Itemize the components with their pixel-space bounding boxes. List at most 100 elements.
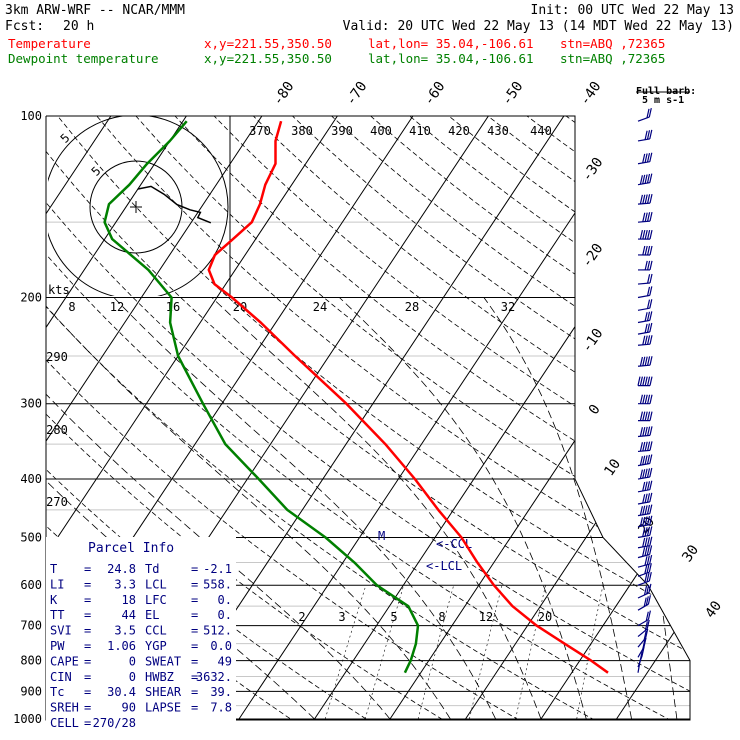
wind-barb-flag [646,504,651,515]
wind-barb-flag [639,517,643,527]
pressure-label: 300 [20,397,42,411]
wind-barb [637,229,653,240]
index-name: LCL [145,577,167,591]
wind-barb [637,571,652,586]
index-eq: = [84,593,91,607]
index-eq: = [84,685,91,699]
index-eq: = [191,685,198,699]
index-value: 558. [203,577,232,591]
wind-barb-flag [645,611,649,621]
temp-legend-stn: stn=ABQ ,72365 [560,36,665,51]
wind-barb-flag [642,229,646,240]
wind-barb-flag [644,229,648,240]
dewpoint-profile [103,120,420,674]
wind-barb [637,610,651,627]
index-value: 3.5 [114,624,136,638]
isotherm-label: -70 [343,79,371,109]
wind-barb-flag [643,585,648,596]
wind-barb-flag [642,516,646,527]
wind-barb [637,545,653,559]
pressure-label: 600 [20,578,42,592]
wind-barb-flag [648,583,652,594]
wind-barb-flag [644,323,648,334]
mixing-ratio-line [469,585,503,720]
dry-adiabat [174,116,690,720]
wind-barb-flag [646,454,651,465]
wind-barb-flag [649,454,653,464]
index-value: 0. [218,593,232,607]
theta-label: 290 [46,350,68,364]
pressure-label: 200 [20,291,42,305]
index-eq: = [191,654,198,668]
index-value: 44 [122,608,136,622]
dew-legend-name: Dewpoint temperature [8,51,159,66]
wind-barb [637,376,653,387]
isotherm [389,116,690,720]
wind-barb-flag [644,130,648,140]
index-eq: = [84,654,91,668]
wind-barb-flag [642,212,646,222]
wind-barb-flag [647,394,651,404]
wind-barb-flag [644,426,648,437]
hodo-speed-label: 28 [405,300,419,314]
index-name: T [50,562,57,576]
isotherm [540,116,690,720]
wind-barb [637,619,650,638]
dry-adiabat [253,116,690,720]
wind-barb-flag [644,537,648,547]
wind-barb-flag [649,545,653,555]
index-eq: = [84,716,91,730]
wind-barb-flag [642,376,646,386]
wind-barb-flag [642,527,646,537]
wind-barb-flag [646,173,651,184]
wind-barb [637,193,653,205]
index-value: 0.0 [210,639,232,653]
wind-barb-flag [642,356,646,366]
wind-barb-flag [642,481,646,492]
theta-label: 380 [291,124,313,138]
fcst-label: Fcst: [5,19,44,34]
index-value: 3.3 [114,577,136,591]
hodo-speed-label: 24 [313,300,327,314]
valid-time: Valid: 20 UTC Wed 22 May 13 (14 MDT Wed … [343,19,734,34]
wind-barb-flag [642,455,646,465]
theta-label: 390 [331,124,353,138]
isotherm-label: -30 [579,155,607,185]
index-name: SHEAR [145,685,182,699]
wind-barb-flag [639,456,643,466]
wind-barb-flag [649,526,653,536]
wind-barb [637,515,653,528]
isotherm [46,116,187,720]
wind-barb-flag [646,555,650,565]
temp-legend-latlon: lat,lon= 35.04,-106.61 [368,36,534,51]
isotherm [46,116,338,720]
wind-barb-flag [642,547,646,557]
wind-barb-flag [642,174,646,185]
wind-barb-flag [644,546,648,556]
hodo-ring-label: 5 [58,131,73,146]
wind-barb-flag [649,411,653,421]
wind-barb-flag [647,610,651,620]
index-value: 1.06 [107,639,136,653]
wind-barb-flag [646,526,651,536]
index-name: K [50,593,58,607]
wind-barb-flag [649,554,653,565]
wind-barb-flag [647,441,651,451]
wind-barb-flag [646,152,651,163]
dry-adiabat [213,116,690,720]
dry-adiabat [370,116,690,720]
wind-barb-flag [644,335,648,345]
wind-barb-flag [639,411,643,421]
wind-barb [637,595,651,611]
plot-frame [45,115,691,721]
isotherm-label: 10 [601,456,624,479]
isotherm [616,116,690,720]
wind-barb-flag [646,619,650,630]
moist-adiabat [46,297,315,720]
mixing-ratio-label: 3 [338,610,345,624]
wind-barb [637,628,649,648]
wind-barb-flag [647,335,651,345]
wind-barb-flag [647,229,651,240]
mixing-ratio-line [364,585,404,720]
wind-barb-flag [649,441,653,451]
